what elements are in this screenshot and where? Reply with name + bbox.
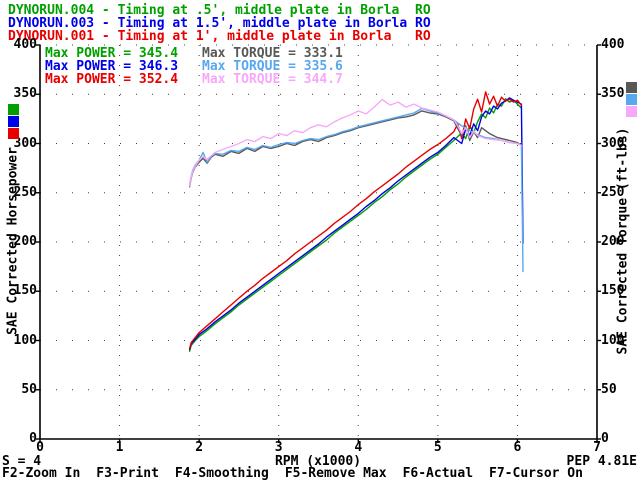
- x-tick-label: 0: [36, 440, 44, 455]
- max-torque-value: Max TORQUE = 344.7: [202, 72, 343, 87]
- y-tick-label-right: 350: [601, 86, 625, 102]
- x-tick-label: 6: [513, 440, 522, 455]
- x-tick-label: 3: [274, 440, 283, 455]
- power-swatch-dynorun-003: [8, 116, 19, 127]
- legend-row: Max POWER = 345.4 Max TORQUE = 333.1: [45, 47, 343, 60]
- y-axis-title-right: SAE Corrected Torque (ft-lbs): [615, 127, 631, 355]
- x-tick-label: 5: [433, 440, 442, 455]
- y-tick-label-right: 0: [601, 431, 609, 446]
- run-title-line: DYNORUN.004 - Timing at .5', middle plat…: [8, 3, 431, 18]
- y-tick-label-left: 150: [13, 283, 37, 299]
- x-tick-label: 4: [354, 440, 363, 455]
- power-swatch-dynorun-001: [8, 128, 19, 139]
- axis-frame: [39, 45, 598, 440]
- max-power-value: Max POWER = 345.4: [45, 46, 179, 61]
- torque-swatch-dynorun-004: [626, 82, 637, 93]
- function-key-bar: F2-Zoom In F3-Print F4-Smoothing F5-Remove …: [2, 467, 599, 480]
- torque-swatch-dynorun-001: [626, 106, 637, 117]
- x-axis-title: RPM (x1000): [274, 454, 362, 469]
- y-tick-label-right: 400: [601, 37, 625, 52]
- y-axis-title-left: SAE Corrected Horsepower: [5, 147, 21, 335]
- torque-swatch-dynorun-003: [626, 94, 637, 105]
- fkey-f5[interactable]: F5-Remove Max: [284, 466, 387, 480]
- legend-row: Max POWER = 352.4 Max TORQUE = 344.7: [45, 73, 343, 86]
- fkey-f4[interactable]: F4-Smoothing: [174, 466, 269, 480]
- y-tick-label-right: 200: [601, 234, 625, 249]
- max-torque-value: Max TORQUE = 333.1: [202, 46, 343, 61]
- y-tick-label-right: 300: [601, 135, 625, 151]
- y-tick-label-left: 250: [13, 184, 37, 200]
- max-power-value: Max POWER = 352.4: [45, 72, 179, 87]
- run-header-lines: DYNORUN.004 - Timing at .5', middle plat…: [8, 4, 431, 43]
- fkey-f6[interactable]: F6-Actual: [402, 466, 474, 480]
- y-tick-label-right: 50: [601, 381, 617, 397]
- y-tick-label-left: 400: [13, 37, 37, 52]
- y-tick-label-left: 350: [13, 86, 37, 102]
- y-tick-label-left: 300: [13, 135, 37, 151]
- software-version: PEP 4.81E: [566, 454, 637, 469]
- max-power-value: Max POWER = 346.3: [45, 59, 179, 74]
- power-dynorun-001-curve: [188, 91, 523, 350]
- power-swatch-dynorun-004: [8, 104, 19, 115]
- fkey-f7[interactable]: F7-Cursor On: [489, 466, 583, 480]
- y-tick-label-left: 0: [29, 431, 37, 446]
- fkey-f3[interactable]: F3-Print: [96, 466, 159, 480]
- power-dynorun-003-curve: [188, 97, 524, 351]
- run-title-line: DYNORUN.001 - Timing at 1', middle plate…: [8, 29, 431, 44]
- torque-dynorun-003-curve: [188, 107, 524, 273]
- y-tick-label-left: 200: [13, 234, 37, 249]
- x-tick-label: 1: [115, 440, 124, 455]
- smoothing-status: S = 4: [2, 454, 42, 469]
- x-tick-label: 2: [195, 440, 204, 455]
- y-tick-label-right: 100: [601, 332, 625, 348]
- y-tick-label-left: 50: [21, 381, 37, 397]
- fkey-f2[interactable]: F2-Zoom In: [2, 466, 81, 480]
- torque-dynorun-001-curve: [188, 98, 523, 187]
- x-tick-label: 7: [593, 440, 601, 455]
- y-tick-label-right: 250: [601, 184, 625, 200]
- max-torque-value: Max TORQUE = 335.6: [202, 59, 343, 74]
- y-tick-label-right: 150: [601, 283, 625, 299]
- max-values-legend: Max POWER = 345.4 Max TORQUE = 333.1 Max P…: [45, 47, 343, 86]
- y-tick-label-left: 100: [13, 332, 37, 348]
- legend-row: Max POWER = 346.3 Max TORQUE = 335.6: [45, 60, 343, 73]
- run-title-line: DYNORUN.003 - Timing at 1.5', middle pla…: [8, 16, 431, 31]
